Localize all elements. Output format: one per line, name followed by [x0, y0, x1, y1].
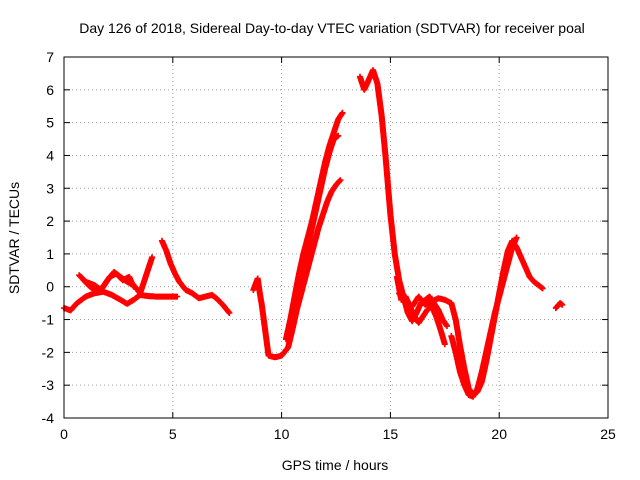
data-point: [335, 132, 342, 139]
x-tick-label: 0: [60, 426, 68, 442]
y-tick-label: -4: [42, 410, 55, 426]
chart-title: Day 126 of 2018, Sidereal Day-to-day VTE…: [79, 20, 585, 36]
plot-frame: [63, 56, 609, 419]
y-tick-label: 2: [46, 213, 54, 229]
y-tick-label: 4: [46, 147, 54, 163]
data-point: [441, 341, 448, 348]
x-tick-label: 15: [383, 426, 399, 442]
data-points: [61, 67, 566, 400]
data-point: [226, 310, 233, 316]
data-point: [130, 283, 137, 290]
data-point: [337, 177, 344, 184]
y-tick-label: 3: [46, 180, 54, 196]
y-tick-label: -2: [42, 344, 55, 360]
data-point: [174, 293, 181, 300]
data-point: [559, 301, 566, 308]
data-point: [513, 234, 520, 241]
axis-ticks: 0 5 10 15 20 25 -4 -3 -2 -1 0 1 2 3 4 5 6 7: [42, 49, 616, 442]
data-point: [539, 285, 546, 292]
y-tick-label: 7: [46, 49, 54, 65]
y-tick-label: -1: [42, 312, 55, 328]
y-tick-label: 0: [46, 279, 54, 295]
x-tick-label: 25: [600, 426, 616, 442]
x-tick-label: 20: [491, 426, 507, 442]
x-tick-label: 5: [169, 426, 177, 442]
y-tick-label: -3: [42, 377, 55, 393]
x-tick-label: 10: [274, 426, 290, 442]
x-axis-label: GPS time / hours: [282, 457, 389, 473]
data-point: [339, 109, 346, 116]
y-tick-label: 5: [46, 115, 54, 131]
data-point: [149, 254, 156, 261]
y-tick-label: 6: [46, 82, 54, 98]
y-axis-label: SDTVAR / TECUs: [6, 182, 22, 294]
data-point: [444, 323, 450, 330]
y-tick-label: 1: [46, 246, 54, 262]
